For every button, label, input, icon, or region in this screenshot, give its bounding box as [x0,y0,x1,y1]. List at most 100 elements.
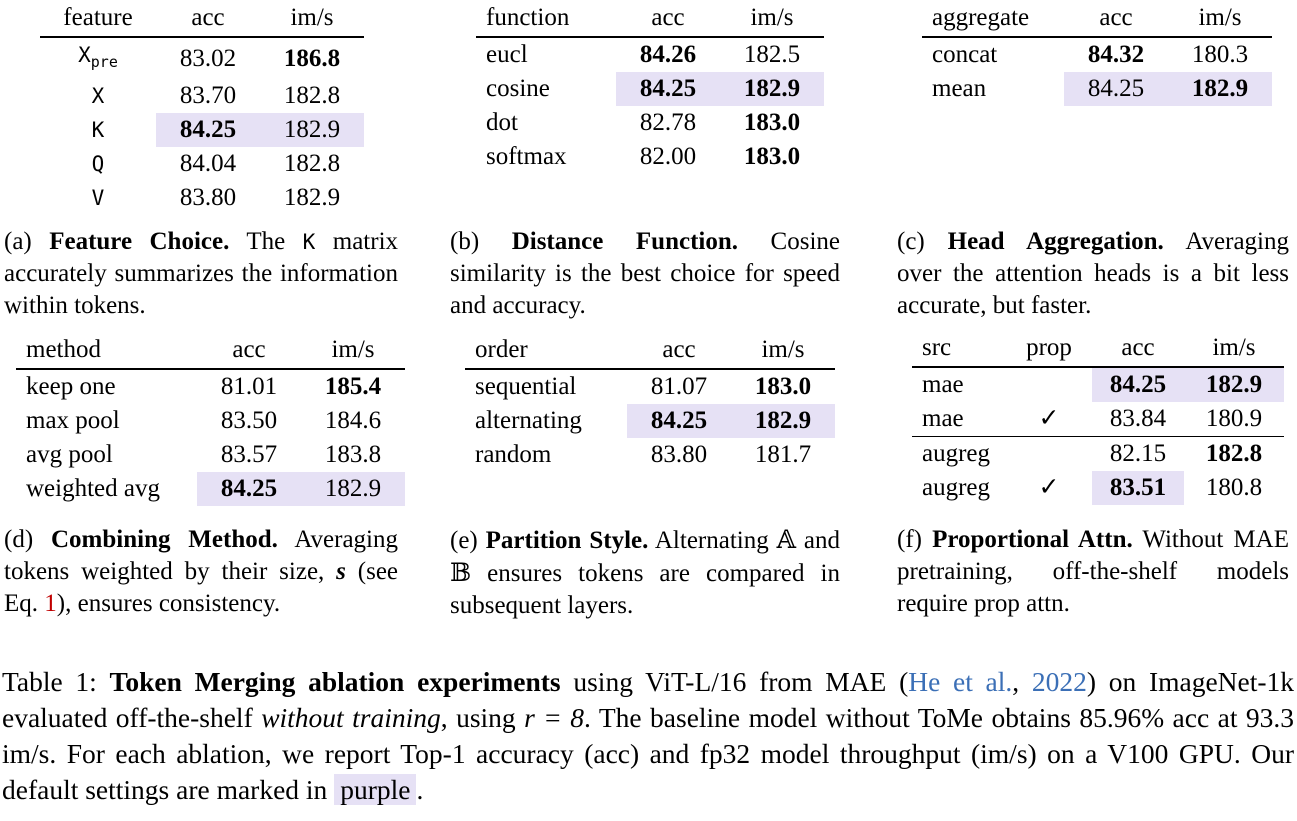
acc-cell: 83.80 [179,184,237,211]
table-row: avg pool 83.57 183.8 [16,438,405,472]
math-expression: r = 8 [524,702,585,733]
acc-cell: 83.50 [220,407,278,434]
citation-year-link[interactable]: 2022 [1031,666,1087,697]
table-row: concat 84.32 180.3 [922,37,1272,72]
table-f-proportional-attn: src prop acc im/s mae 84.25 182.9 mae ✓ … [912,330,1284,505]
ims-cell: 182.8 [283,82,341,109]
col-header: im/s [331,336,375,363]
col-header: im/s [750,4,794,31]
ims-cell: 182.9 [260,113,364,147]
caption-title: Proportional Attn. [932,526,1133,553]
caption-title: Token Merging ablation experiments [109,666,561,697]
row-label: mae [922,405,964,432]
table-row: Q 84.04 182.8 [40,147,364,181]
acc-cell: 84.26 [639,41,697,68]
col-header: acc [232,336,266,363]
row-subscript: pre [90,53,118,71]
table-row: random 83.80 181.7 [465,438,835,472]
caption-b: (b) Distance Function. Cosine similarity… [450,228,840,319]
caption-f: (f) Proportional Attn. Without MAE pretr… [897,526,1289,617]
caption-d: (d) Combining Method. Averaging tokens w… [4,526,399,617]
col-header: prop [1026,334,1072,361]
caption-e: (e) Partition Style. Alternating 𝔸 and 𝔹… [450,525,841,619]
col-header: acc [191,4,225,31]
ims-cell: 186.8 [283,44,341,72]
col-header: order [475,336,528,363]
table-row: alternating 84.25 182.9 [465,404,835,438]
caption-code: K [302,230,316,254]
col-header: im/s [1198,4,1242,31]
acc-cell: 81.07 [650,373,708,400]
caption-label: Table 1: [2,666,97,697]
ims-cell: 180.8 [1205,474,1263,501]
ims-cell: 183.0 [754,373,812,400]
table-row: sequential 81.07 183.0 [465,369,835,404]
ims-cell: 182.9 [283,184,341,211]
ims-cell: 182.9 [1184,367,1284,402]
col-header: acc [1121,334,1155,361]
table-row: weighted avg 84.25 182.9 [16,472,405,506]
acc-cell: 84.25 [616,72,720,106]
check-icon: ✓ [1038,405,1060,432]
col-header: feature [63,4,133,31]
caption-title: Partition Style. [485,527,649,554]
row-label: cosine [486,75,550,102]
row-label: random [475,441,552,468]
ims-cell: 184.6 [324,407,382,434]
col-header: im/s [290,4,334,31]
col-header: im/s [761,336,805,363]
col-header: src [922,334,952,361]
col-header: acc [662,336,696,363]
equation-ref-link[interactable]: 1 [44,590,57,617]
purple-swatch: purple [334,774,417,805]
caption-c: (c) Head Aggregation. Averaging over the… [897,228,1289,319]
col-header: acc [651,4,685,31]
row-label: concat [932,41,998,68]
table-row: keep one 81.01 185.4 [16,369,405,404]
col-header: acc [1099,4,1133,31]
row-label: mean [932,75,987,102]
acc-cell: 84.25 [1064,72,1168,106]
acc-cell: 82.15 [1092,436,1184,471]
math-symbol: s [336,558,346,585]
row-label: augreg [922,474,991,501]
ims-cell: 182.9 [731,404,835,438]
math-symbol: 𝔸 [776,525,797,554]
col-header: im/s [1212,334,1256,361]
caption-title: Combining Method. [50,526,278,553]
table-row: cosine 84.25 182.9 [476,72,824,106]
row-label: K [91,118,105,142]
row-label: max pool [26,407,120,434]
citation-author-link[interactable]: He et al. [908,666,1013,697]
prop-cell [1006,367,1092,402]
table-row: eucl 84.26 182.5 [476,37,824,72]
caption-a: (a) Feature Choice. The K matrix accurat… [4,228,399,319]
row-label: X [78,43,91,67]
table-row: K 84.25 182.9 [40,113,364,147]
col-header: aggregate [932,4,1030,31]
table-row: mae ✓ 83.84 180.9 [912,402,1284,437]
row-label: X [91,84,105,108]
ims-cell: 183.8 [324,441,382,468]
ims-cell: 182.9 [720,72,824,106]
row-label: softmax [486,143,567,170]
row-label: alternating [475,407,582,434]
acc-cell: 83.57 [220,441,278,468]
col-header: function [486,4,570,31]
col-header: method [26,336,101,363]
ims-cell: 182.8 [283,150,341,177]
row-label: dot [486,109,518,136]
ims-cell: 182.9 [1168,72,1272,106]
table-row: mae 84.25 182.9 [912,367,1284,402]
acc-cell: 81.01 [220,373,278,400]
acc-cell: 84.25 [156,113,260,147]
ims-cell: 183.0 [743,109,801,136]
acc-cell: 83.51 [1092,471,1184,505]
table-row: max pool 83.50 184.6 [16,404,405,438]
ims-cell: 185.4 [324,373,382,400]
ims-cell: 181.7 [754,441,812,468]
caption-title: Feature Choice. [49,228,230,255]
caption-title: Head Aggregation. [947,228,1164,255]
table-row: augreg 82.15 182.8 [912,436,1284,471]
row-label: augreg [912,436,1006,471]
